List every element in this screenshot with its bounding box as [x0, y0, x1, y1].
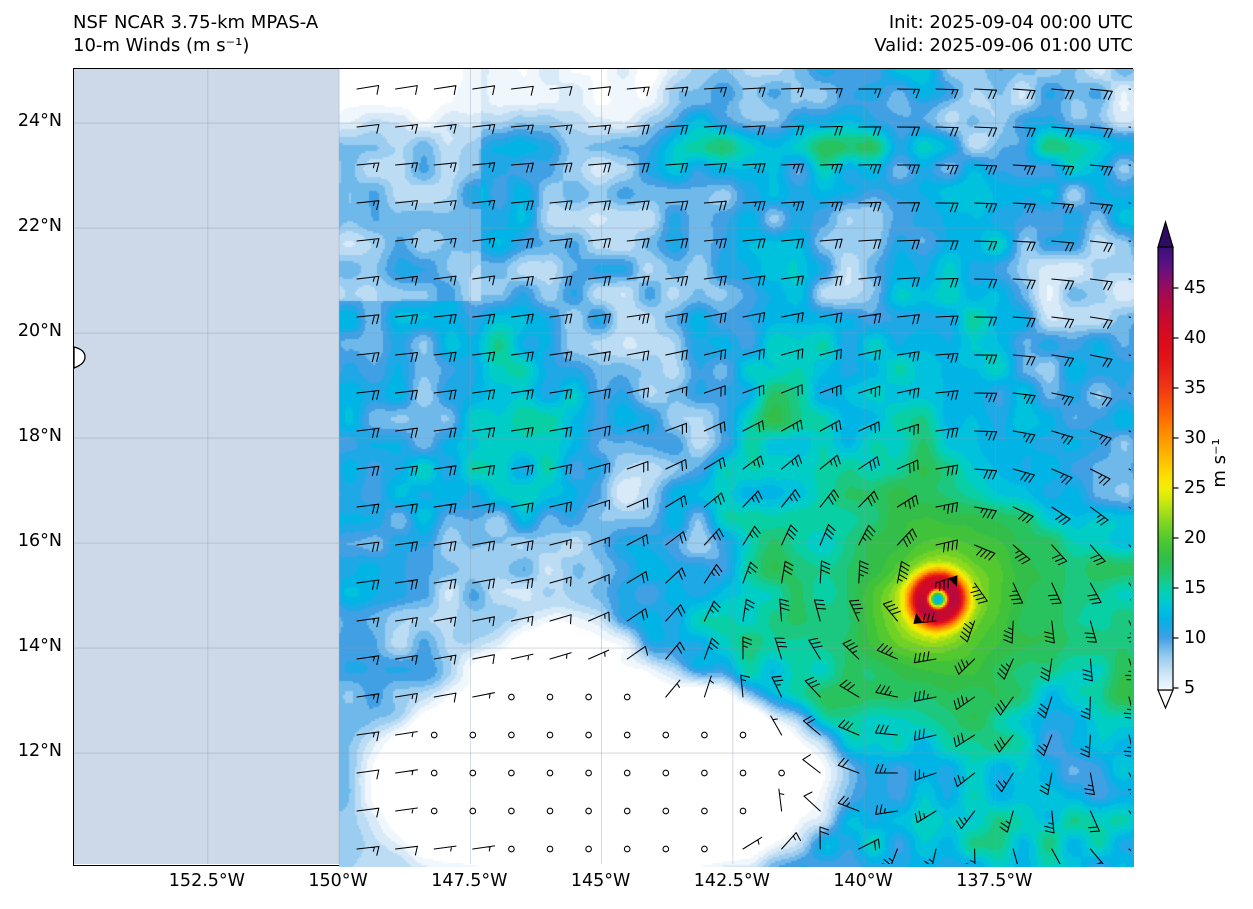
map-plot: [73, 68, 1134, 867]
y-tick-label: 22°N: [17, 216, 62, 237]
colorbar-tick-label: 15: [1184, 578, 1206, 598]
colorbar-tick-label: 5: [1184, 678, 1195, 698]
colorbar-tick-label: 25: [1184, 478, 1206, 498]
valid-time-label: Valid: 2025-09-06 01:00 UTC: [874, 35, 1133, 56]
x-tick-label: 145°W: [570, 871, 631, 891]
colorbar-top-arrow: [1157, 219, 1174, 248]
y-tick-label: 24°N: [17, 111, 62, 132]
init-time-label: Init: 2025-09-04 00:00 UTC: [888, 12, 1133, 33]
colorbar-ticks: [1173, 287, 1179, 689]
x-tick-label: 142.5°W: [693, 871, 770, 891]
x-tick-label: 140°W: [833, 871, 893, 891]
colorbar-tick-label: 40: [1184, 328, 1206, 348]
plot-title: NSF NCAR 3.75-km MPAS-A 10-m Winds (m s⁻¹…: [73, 11, 318, 57]
run-info: Init: 2025-09-04 00:00 UTC Valid: 2025-09…: [874, 11, 1133, 57]
x-tick-label: 152.5°W: [168, 871, 245, 891]
y-tick-label: 14°N: [17, 636, 62, 657]
y-tick-label: 20°N: [17, 321, 62, 342]
colorbar-bottom-arrow: [1157, 689, 1174, 710]
colorbar-tick-label: 30: [1184, 428, 1206, 448]
title-line-2: 10-m Winds (m s⁻¹): [73, 35, 250, 56]
gridlines: [74, 69, 1131, 864]
y-tick-label: 18°N: [17, 426, 62, 447]
colorbar-tick-label: 20: [1184, 528, 1206, 548]
colorbar: 5 10 15 20 25 30 35 40 45 m s⁻¹: [1157, 219, 1230, 710]
colorbar-tick-label: 35: [1184, 378, 1206, 398]
wind-field-canvas: [339, 69, 1134, 867]
calm-circles: [430, 693, 785, 853]
map-overlay-svg: [74, 69, 1131, 864]
colorbar-tick-label: 45: [1184, 278, 1206, 298]
colorbar-gradient: [1157, 246, 1174, 691]
title-line-1: NSF NCAR 3.75-km MPAS-A: [73, 12, 319, 33]
y-tick-label: 16°N: [17, 531, 62, 552]
colorbar-unit-label: m s⁻¹: [1209, 438, 1230, 487]
x-tick-label: 147.5°W: [431, 871, 508, 891]
wind-barbs: [356, 84, 1131, 864]
x-tick-label: 150°W: [308, 871, 368, 891]
no-data-mask: [74, 69, 340, 864]
hawaii-island: [74, 346, 86, 369]
y-tick-label: 12°N: [17, 741, 62, 762]
x-tick-label: 137.5°W: [956, 871, 1033, 891]
colorbar-tick-label: 10: [1184, 628, 1206, 648]
